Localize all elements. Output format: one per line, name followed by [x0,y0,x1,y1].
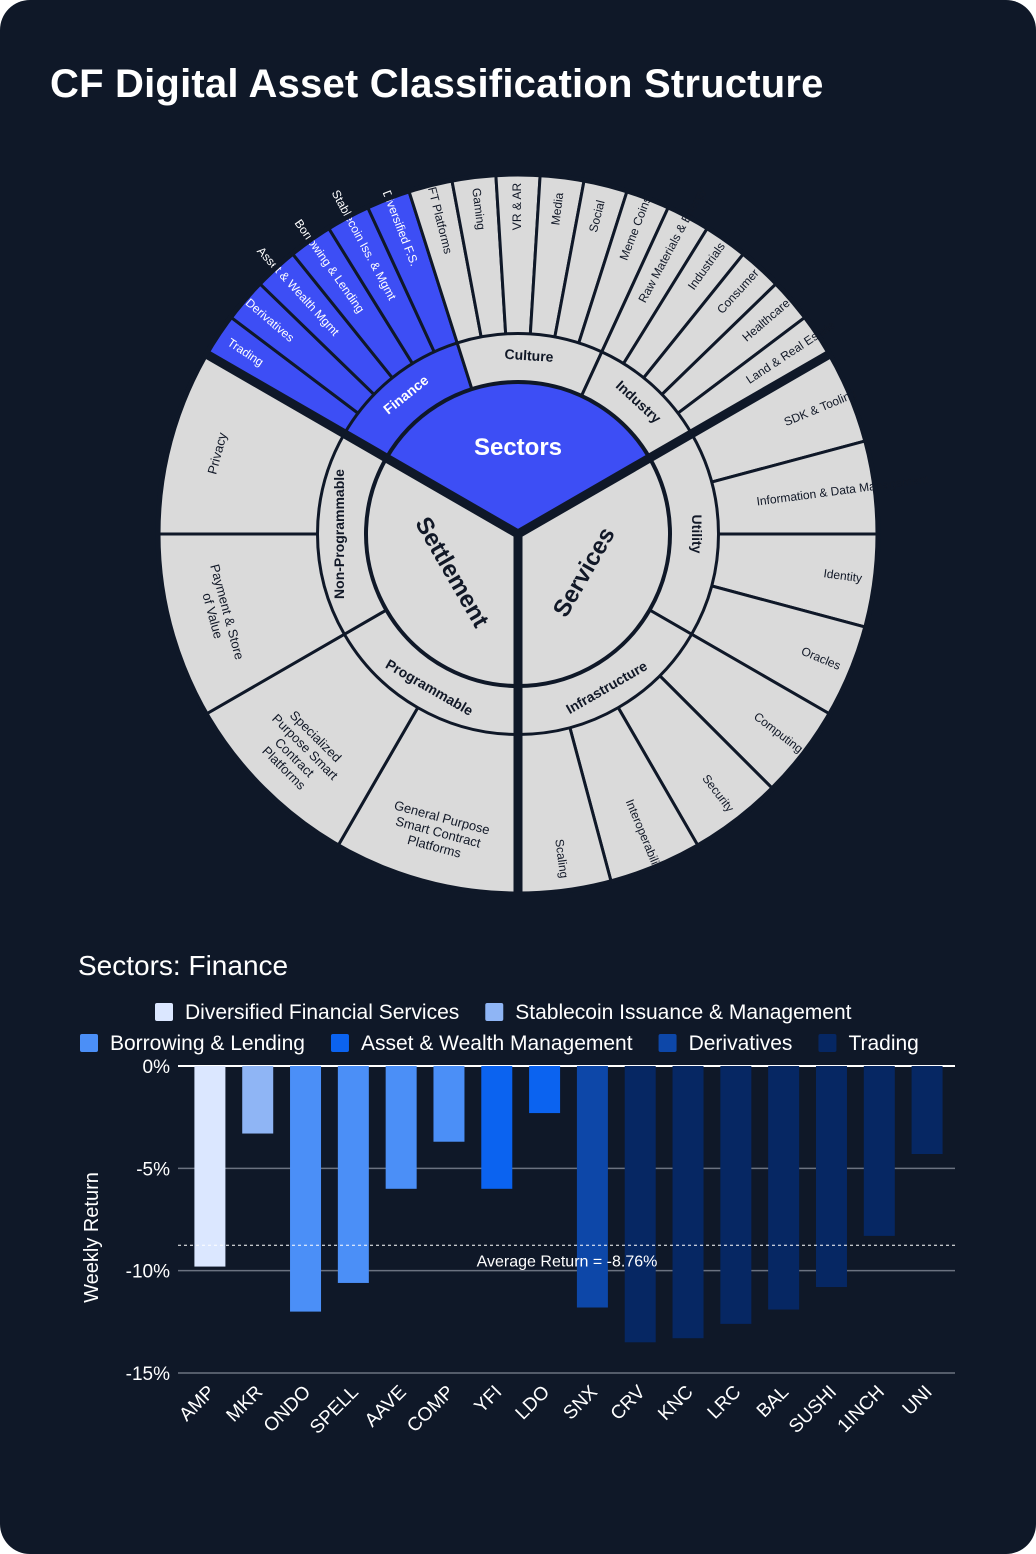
category-label-non-programmable: Non-Programmable [331,469,347,599]
bar-snx [576,1066,608,1308]
x-tick-label-lrc: LRC [704,1382,746,1424]
bar-yfi [481,1066,513,1189]
legend-swatch [658,1034,677,1052]
bar-bal [768,1066,800,1310]
classification-wheel: General PurposeSmart ContractPlatformsSp… [155,171,930,897]
sector-divider [515,349,834,538]
legend-label: Stablecoin Issuance & Management [515,1001,851,1024]
category-label-utility: Utility [689,515,705,554]
average-label: Average Return = -8.76% [477,1253,658,1270]
legend-item-stablecoin-issuance-and-management: Stablecoin Issuance & Management [485,1001,852,1024]
legend-swatch [818,1034,837,1052]
x-tick-label-bal: BAL [753,1382,793,1422]
chart-title: Sectors: Finance [78,950,288,981]
y-axis-label: Weekly Return [81,1172,103,1303]
bar-ondo [290,1066,322,1312]
x-tick-label-1inch: 1INCH [834,1382,889,1437]
subsector-label-general-purpose-smart-contract-platforms: General PurposeSmart ContractPlatforms [385,798,492,867]
legend-swatch [485,1003,504,1021]
y-tick-label: -5% [136,1159,170,1180]
subsector-label-gaming: Gaming [469,187,488,230]
finance-returns-chart: Sectors: Finance Diversified Financial Se… [78,950,955,1439]
sector-label-sectors: Sectors [474,434,562,461]
legend-label: Trading [848,1032,918,1055]
x-tick-label-mkr: MKR [223,1382,268,1427]
bar-uni [911,1066,943,1155]
sector-core-sectors [383,380,653,537]
x-tick-label-spell: SPELL [306,1382,363,1439]
subsector-label-identity: Identity [823,566,863,585]
category-label-culture: Culture [504,346,554,365]
legend-item-borrowing-and-lending: Borrowing & Lending [80,1032,305,1055]
y-tick-label: 0% [143,1057,171,1078]
bar-1inch [863,1066,895,1236]
x-tick-label-sushi: SUSHI [785,1382,841,1438]
bar-mkr [242,1066,274,1134]
x-tick-label-amp: AMP [175,1382,219,1426]
bar-comp [433,1066,465,1142]
x-tick-label-snx: SNX [559,1381,602,1424]
legend-swatch [80,1034,98,1052]
x-tick-label-yfi: YFI [471,1382,507,1418]
subsector-label-vr-and-ar: VR & AR [510,182,524,230]
legend-label: Derivatives [689,1032,793,1055]
bar-aave [385,1066,417,1189]
bar-sushi [815,1066,847,1288]
subsector-label-media: Media [548,191,566,225]
x-tick-label-comp: COMP [403,1382,458,1437]
bar-knc [672,1066,704,1339]
wheel-border [155,171,881,897]
x-tick-label-uni: UNI [899,1382,937,1420]
legend-label: Asset & Wealth Management [361,1032,633,1055]
x-tick-label-aave: AAVE [361,1382,411,1432]
y-tick-label: -15% [126,1364,170,1385]
legend-label: Borrowing & Lending [110,1032,305,1055]
legend-item-asset-and-wealth-management: Asset & Wealth Management [330,1032,633,1055]
subsector-label-scaling: Scaling [552,838,571,879]
bar-amp [194,1066,226,1267]
legend-item-derivatives: Derivatives [658,1032,793,1055]
x-tick-label-ldo: LDO [512,1382,554,1424]
legend-item-trading: Trading [818,1032,919,1055]
x-tick-label-ondo: ONDO [260,1382,315,1437]
legend-item-diversified-financial-services: Diversified Financial Services [155,1001,459,1024]
legend-label: Diversified Financial Services [185,1001,459,1024]
y-tick-label: -10% [126,1262,170,1283]
bar-spell [337,1066,369,1283]
bar-ldo [529,1066,561,1114]
legend-swatch [330,1034,349,1052]
page-title: CF Digital Asset Classification Structur… [50,62,824,106]
x-tick-label-knc: KNC [654,1382,697,1425]
sector-divider [202,349,521,538]
bar-lrc [720,1066,752,1324]
x-tick-label-crv: CRV [607,1381,650,1424]
bar-crv [624,1066,656,1343]
wheel-sector-settlement: General PurposeSmart ContractPlatformsSp… [156,351,520,896]
legend-swatch [155,1003,173,1021]
